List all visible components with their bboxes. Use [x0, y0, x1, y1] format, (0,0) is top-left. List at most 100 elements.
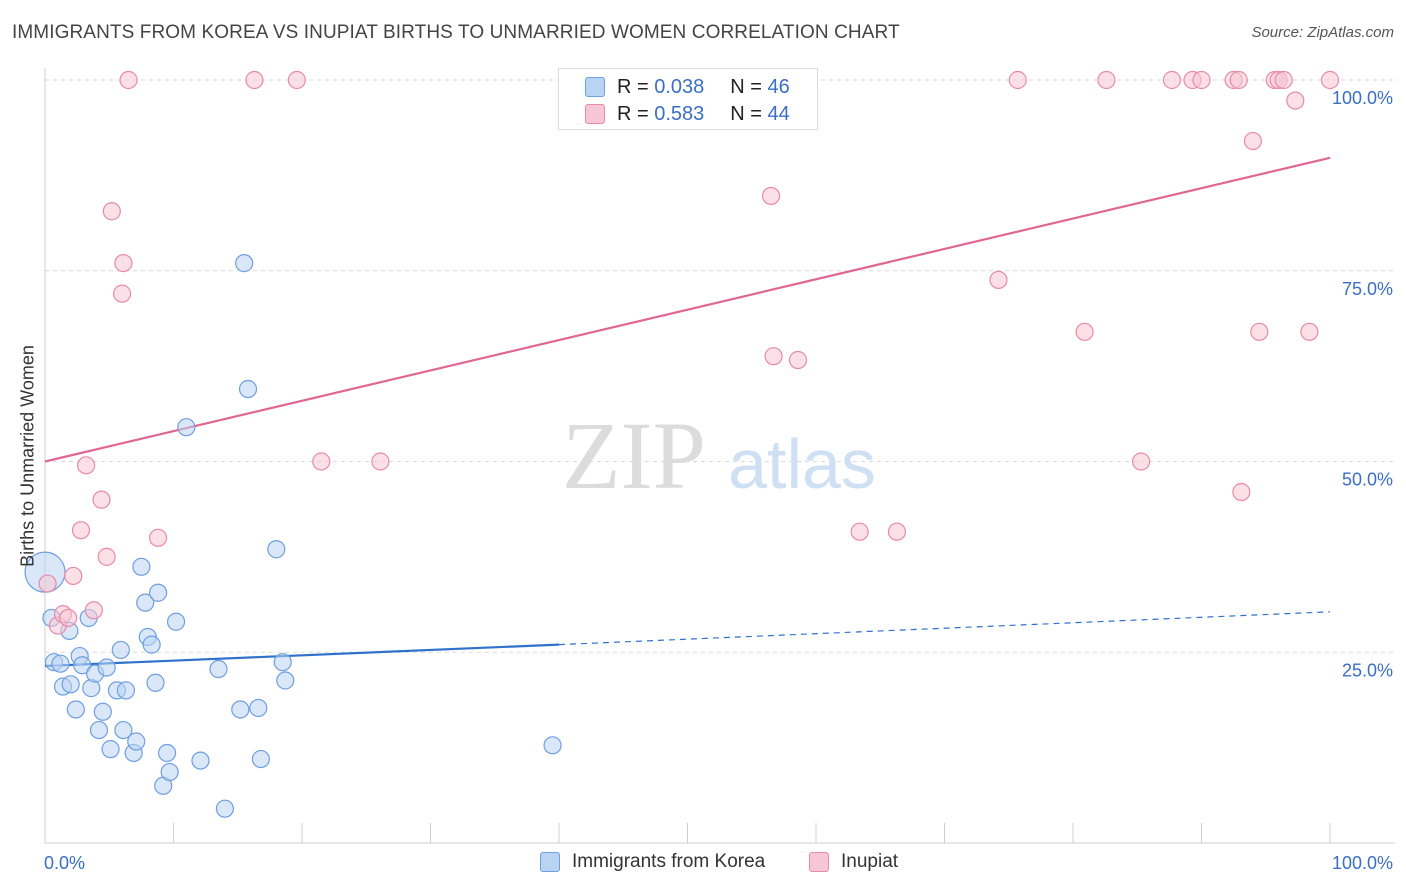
point-inupiat: [887, 522, 907, 541]
point-inupiat: [312, 452, 331, 471]
point-korea: [148, 583, 168, 602]
point-korea: [114, 720, 133, 740]
data-points: [24, 70, 1340, 818]
point-inupiat: [1132, 452, 1151, 471]
point-inupiat: [1192, 70, 1211, 90]
point-inupiat: [245, 70, 264, 90]
point-inupiat: [64, 566, 83, 586]
point-korea: [93, 702, 112, 721]
legend-item-inupiat[interactable]: Inupiat: [809, 851, 898, 873]
point-korea: [127, 732, 146, 751]
point-inupiat: [84, 601, 103, 620]
stats-n-label: N =: [730, 102, 768, 125]
stats-row-korea: R = 0.038 N = 46: [585, 75, 790, 99]
point-inupiat: [59, 608, 78, 628]
point-inupiat: [1250, 322, 1269, 341]
point-korea: [267, 540, 286, 559]
watermark-atlas: atlas: [728, 425, 876, 503]
stats-r-label: R =: [617, 102, 655, 125]
legend-swatch-korea: [540, 852, 560, 872]
point-inupiat: [287, 70, 306, 90]
point-korea: [160, 762, 179, 782]
trend-line-korea: [44, 643, 560, 668]
point-inupiat: [114, 254, 133, 273]
x-tick-label-max: 100.0%: [1332, 853, 1393, 873]
stats-r-value: 0.038: [654, 75, 705, 98]
tick-labels: 25.0% 50.0% 75.0% 100.0% 0.0% 100.0%: [44, 88, 1393, 873]
point-korea: [136, 593, 155, 612]
y-tick-label: 100.0%: [1332, 88, 1393, 108]
point-inupiat: [371, 452, 390, 471]
point-inupiat: [1008, 70, 1027, 90]
stats-n-label: N =: [730, 75, 768, 98]
point-inupiat: [1320, 70, 1340, 90]
point-inupiat: [788, 350, 808, 370]
stats-n-value: 46: [767, 75, 790, 98]
point-korea: [215, 799, 234, 818]
point-korea: [157, 743, 177, 763]
point-inupiat: [1097, 70, 1116, 90]
series-legend: Immigrants from Korea Inupiat: [0, 851, 1406, 881]
legend-label-korea: Immigrants from Korea: [572, 851, 766, 872]
point-korea: [97, 658, 116, 677]
point-korea: [73, 656, 92, 675]
point-korea: [276, 671, 295, 690]
point-inupiat: [1075, 322, 1094, 341]
point-korea: [111, 640, 130, 660]
point-korea: [209, 659, 228, 679]
point-korea: [238, 379, 258, 399]
grid-lines: [45, 79, 1395, 653]
stats-swatch-korea: [585, 77, 605, 97]
point-inupiat: [71, 521, 91, 540]
point-inupiat: [1229, 70, 1248, 90]
stats-swatch-inupiat: [585, 104, 605, 124]
point-inupiat: [38, 574, 57, 593]
point-inupiat: [989, 270, 1008, 290]
point-korea: [273, 653, 292, 672]
point-inupiat: [850, 522, 869, 541]
chart-title: IMMIGRANTS FROM KOREA VS INUPIAT BIRTHS …: [12, 22, 900, 43]
point-korea: [51, 654, 70, 673]
trend-line-inupiat: [44, 156, 1331, 463]
point-inupiat: [1232, 482, 1251, 502]
legend-label-inupiat: Inupiat: [841, 851, 899, 872]
watermark-zip: ZIP: [562, 402, 706, 509]
point-korea: [166, 612, 186, 631]
point-inupiat: [1162, 70, 1182, 90]
point-korea: [116, 681, 136, 700]
point-korea: [132, 557, 151, 576]
stats-r-label: R =: [617, 75, 655, 98]
point-korea: [191, 751, 210, 770]
trend-lines: [44, 156, 1331, 668]
y-tick-label: 25.0%: [1342, 660, 1393, 680]
point-inupiat: [97, 547, 116, 566]
point-korea: [89, 720, 109, 740]
point-korea: [235, 254, 254, 273]
point-korea: [66, 700, 85, 719]
x-tick-label-min: 0.0%: [44, 853, 85, 873]
point-korea: [61, 675, 80, 694]
stats-legend-box: R = 0.038 N = 46 R = 0.583 N = 44: [558, 68, 818, 130]
point-korea: [177, 418, 196, 437]
point-inupiat: [761, 186, 781, 206]
point-inupiat: [1243, 131, 1263, 151]
legend-swatch-inupiat: [809, 852, 829, 872]
point-korea: [101, 740, 120, 759]
legend-item-korea[interactable]: Immigrants from Korea: [540, 851, 765, 873]
point-inupiat: [92, 490, 111, 509]
stats-row-inupiat: R = 0.583 N = 44: [585, 102, 790, 126]
point-inupiat: [148, 528, 168, 547]
point-inupiat: [764, 347, 783, 366]
axes: [44, 68, 1395, 844]
point-inupiat: [1286, 91, 1305, 110]
trend-line-korea-extension: [558, 611, 1331, 646]
y-tick-label: 75.0%: [1342, 279, 1393, 299]
point-inupiat: [112, 284, 132, 303]
y-axis-label: Births to Unmarried Women: [17, 345, 38, 567]
point-inupiat: [1274, 70, 1293, 90]
point-korea: [146, 673, 165, 692]
point-korea: [142, 635, 161, 654]
point-korea: [543, 736, 562, 755]
point-korea: [249, 698, 268, 718]
